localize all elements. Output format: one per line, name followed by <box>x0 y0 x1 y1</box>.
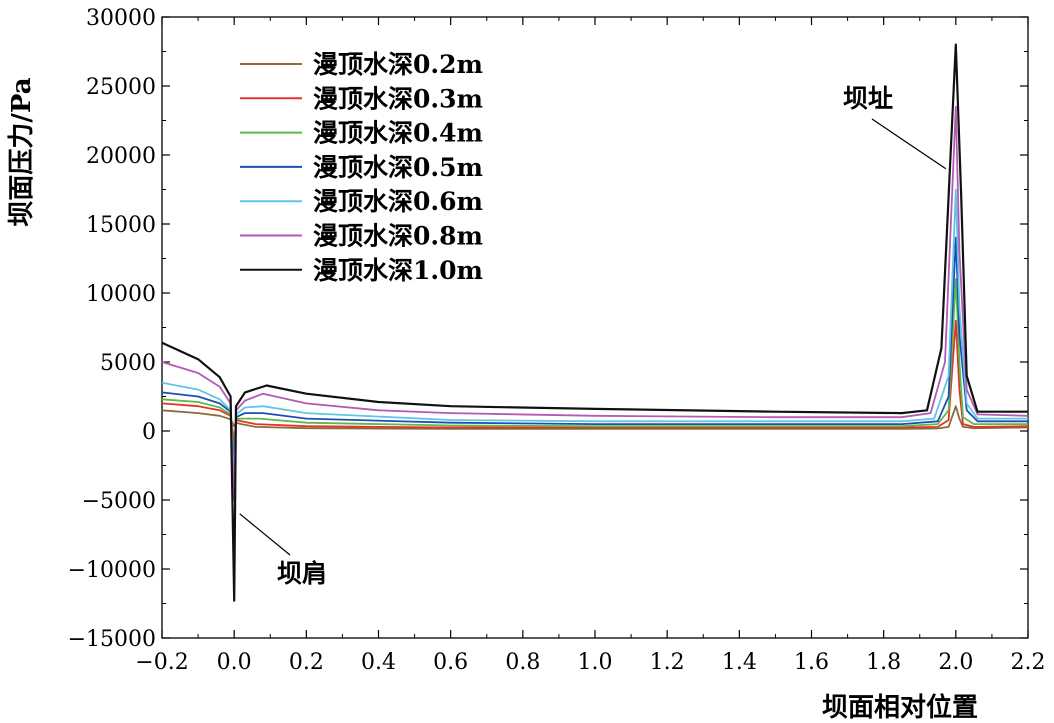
legend-label: 漫顶水深0.2m <box>313 50 483 79</box>
x-tick-label: 0.4 <box>361 650 396 675</box>
annotation-leader <box>871 118 947 170</box>
y-axis-ticks: −15000 −10000 −5000 0 5000 10000 15000 20000 250… <box>68 6 1028 652</box>
x-tick-label: 2.2 <box>1011 650 1046 675</box>
x-tick-label: 0.2 <box>289 650 324 675</box>
legend-label: 漫顶水深0.8m <box>313 222 483 251</box>
x-tick-label: 1.6 <box>794 650 829 675</box>
legend-label: 漫顶水深0.4m <box>313 119 483 148</box>
y-tick-label: 15000 <box>86 213 156 238</box>
y-tick-label: 25000 <box>86 75 156 100</box>
y-tick-label: 5000 <box>100 351 156 376</box>
x-tick-label: 0.6 <box>433 650 468 675</box>
y-tick-label: −15000 <box>68 627 156 652</box>
series-lines <box>161 43 1029 602</box>
series-line-7 <box>161 43 1028 602</box>
legend: 漫顶水深0.2m 漫顶水深0.3m 漫顶水深0.4m 漫顶水深0.5m 漫顶水深0.6m… <box>240 50 483 285</box>
plot-frame <box>161 16 1029 639</box>
x-axis-ticks: −0.2 0.0 0.2 0.4 0.6 0.8 1.0 1.2 1.4 1.6 1.8 2.0 2.2 <box>135 17 1046 675</box>
y-tick-label: 0 <box>142 420 156 445</box>
x-tick-label: 1.8 <box>866 650 901 675</box>
series-line-6 <box>161 105 1029 501</box>
x-tick-label: 2.0 <box>938 650 973 675</box>
y-tick-label: 20000 <box>86 144 156 169</box>
x-tick-label: 0.8 <box>505 650 540 675</box>
y-tick-label: −5000 <box>82 489 156 514</box>
y-axis-label: 坝面压力/Pa <box>7 77 37 226</box>
plot-border <box>161 16 1029 639</box>
x-tick-label: 1.4 <box>722 650 757 675</box>
series-line-4 <box>161 236 1028 467</box>
x-axis-label: 坝面相对位置 <box>822 692 978 723</box>
x-tick-label: 0.0 <box>217 650 252 675</box>
x-tick-label: 1.2 <box>650 650 685 675</box>
legend-label: 漫顶水深0.6m <box>313 187 483 216</box>
y-tick-label: −10000 <box>68 558 156 583</box>
y-tick-label: 30000 <box>86 6 156 31</box>
y-tick-label: 10000 <box>86 282 156 307</box>
x-tick-label: −0.2 <box>135 650 188 675</box>
legend-label: 漫顶水深0.3m <box>313 84 483 113</box>
x-tick-label: 1.0 <box>578 650 613 675</box>
legend-label: 漫顶水深0.5m <box>313 153 483 182</box>
legend-label: 漫顶水深1.0m <box>313 256 483 285</box>
series-line-5 <box>161 188 1028 481</box>
annotation-label: 坝址 <box>843 84 893 113</box>
annotation-leader <box>239 513 291 556</box>
annotation-label: 坝肩 <box>277 559 327 588</box>
